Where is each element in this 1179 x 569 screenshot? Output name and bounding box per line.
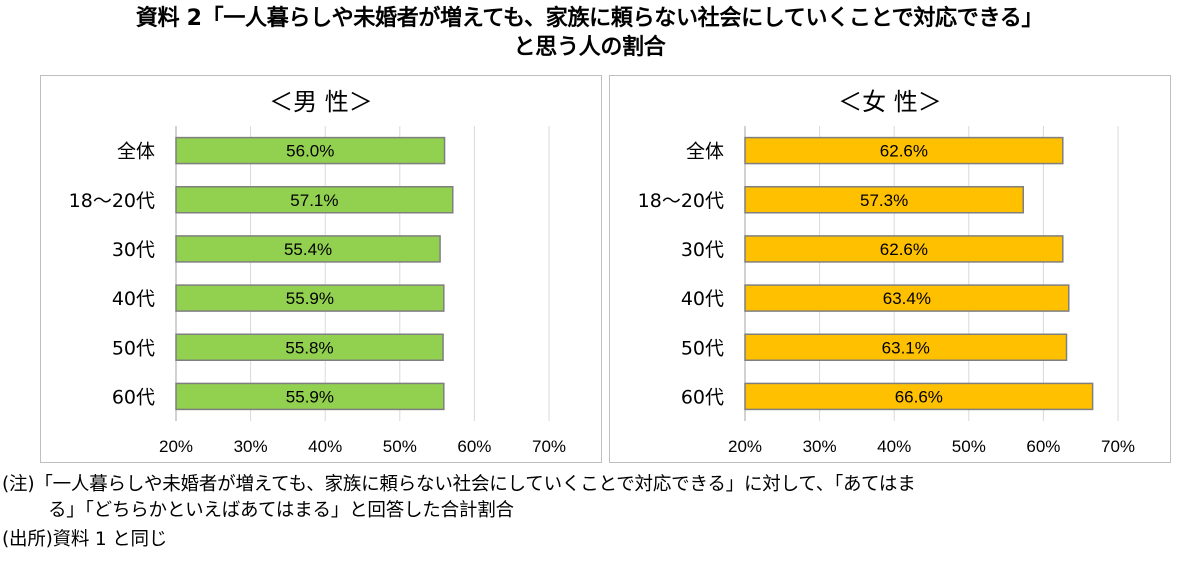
- category-label: 60代: [681, 386, 724, 408]
- panel-title: ＜男 性＞: [269, 88, 373, 116]
- data-label: 55.4%: [284, 240, 332, 259]
- category-label: 18～20代: [638, 190, 724, 212]
- female-bar-chart: ＜女 性＞ 20% 30% 40% 50% 60% 70% 62.6% 全体 57.3% 18～20…: [638, 88, 1135, 456]
- data-label: 63.4%: [883, 289, 931, 308]
- male-chart-panel: ＜男 性＞ 20% 30% 40% 50% 60% 70% 56.0% 全体 57.1% 18～20…: [40, 75, 602, 463]
- note-line-1: (注)「一人暮らしや未婚者が増えても、家族に頼らない社会にしていくことで対応でき…: [2, 474, 916, 495]
- category-label: 全体: [117, 141, 155, 163]
- x-tick-label: 40%: [308, 437, 342, 456]
- x-tick-label: 30%: [234, 437, 268, 456]
- bar: [744, 186, 1025, 214]
- x-tick-label: 20%: [159, 437, 193, 456]
- x-tick-label: 60%: [1026, 437, 1060, 456]
- bar: [744, 333, 1068, 361]
- x-tick-label: 50%: [952, 437, 986, 456]
- data-label: 55.9%: [286, 289, 334, 308]
- title-line-2: と思う人の割合: [513, 35, 666, 60]
- category-label: 30代: [112, 239, 155, 261]
- female-chart-panel: ＜女 性＞ 20% 30% 40% 50% 60% 70% 62.6% 全体 57.3% 18～20…: [609, 75, 1171, 463]
- category-label: 50代: [681, 337, 724, 359]
- data-label: 55.9%: [286, 387, 334, 406]
- category-label: 40代: [681, 288, 724, 310]
- data-label: 63.1%: [882, 338, 930, 357]
- x-tick-label: 70%: [1101, 437, 1135, 456]
- bar: [175, 284, 445, 312]
- category-label: 18～20代: [69, 190, 155, 212]
- category-label: 50代: [112, 337, 155, 359]
- bar: [175, 235, 441, 263]
- category-label: 全体: [686, 141, 724, 163]
- chart-title: 資料 2「一人暮らしや未婚者が増えても、家族に頼らない社会にしていくことで対応で…: [0, 4, 1179, 62]
- x-tick-label: 70%: [532, 437, 566, 456]
- male-bar-chart: ＜男 性＞ 20% 30% 40% 50% 60% 70% 56.0% 全体 57.1% 18～20…: [69, 88, 566, 456]
- note-line-2: る」「どちらかといえばあてはまる」と回答した合計割合: [48, 500, 514, 521]
- data-label: 57.3%: [860, 191, 908, 210]
- title-line-1: 資料 2「一人暮らしや未婚者が増えても、家族に頼らない社会にしていくことで対応で…: [135, 6, 1044, 31]
- data-label: 56.0%: [286, 142, 334, 161]
- data-label: 66.6%: [895, 387, 943, 406]
- category-label: 40代: [112, 288, 155, 310]
- data-label: 62.6%: [880, 142, 928, 161]
- x-tick-label: 60%: [457, 437, 491, 456]
- bar: [175, 333, 444, 361]
- x-tick-label: 30%: [803, 437, 837, 456]
- x-tick-label: 40%: [877, 437, 911, 456]
- bar: [744, 382, 1094, 411]
- bar: [175, 136, 446, 165]
- x-tick-label: 50%: [383, 437, 417, 456]
- panel-title: ＜女 性＞: [838, 88, 942, 116]
- bar: [175, 382, 445, 411]
- source-line: (出所)資料 1 と同じ: [2, 529, 168, 550]
- x-tick-label: 20%: [728, 437, 762, 456]
- category-label: 30代: [681, 239, 724, 261]
- data-label: 55.8%: [285, 338, 333, 357]
- bar: [175, 186, 454, 214]
- data-label: 62.6%: [880, 240, 928, 259]
- data-label: 57.1%: [290, 191, 338, 210]
- category-label: 60代: [112, 386, 155, 408]
- bar: [744, 136, 1064, 165]
- bar: [744, 235, 1064, 263]
- bar: [744, 284, 1070, 312]
